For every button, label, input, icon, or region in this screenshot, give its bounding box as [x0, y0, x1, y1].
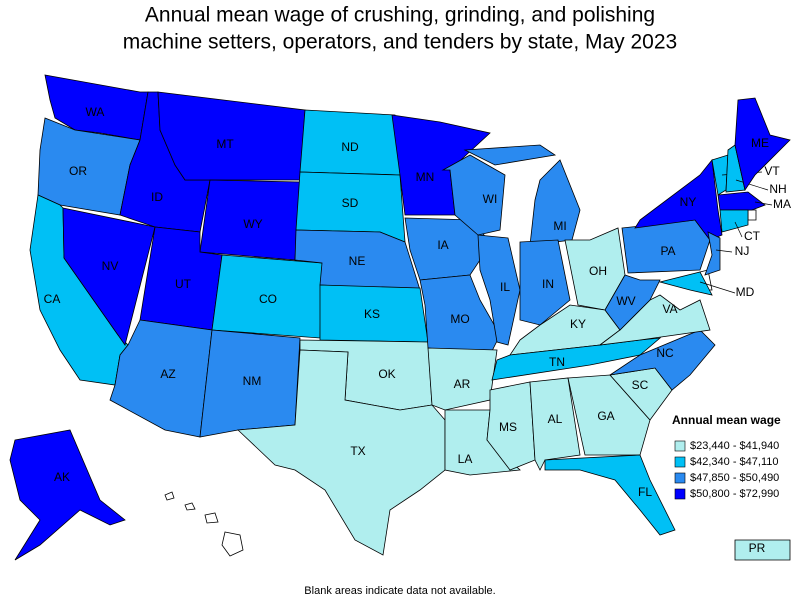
legend-label: $47,850 - $50,490	[690, 472, 779, 484]
leader-line	[754, 201, 773, 206]
leader-line	[715, 249, 733, 253]
state	[604, 274, 661, 331]
state-label: LA	[458, 452, 473, 466]
state	[719, 209, 749, 233]
legend-swatch	[674, 472, 686, 484]
state-label: NV	[102, 259, 119, 273]
state-label: VT	[764, 164, 780, 178]
leader-line	[734, 221, 743, 238]
legend-title: Annual mean wage	[672, 413, 781, 427]
state	[734, 97, 791, 192]
state-label: OH	[589, 264, 607, 278]
state	[463, 144, 557, 166]
state-label: WV	[616, 294, 635, 308]
state	[491, 337, 662, 381]
state-label: ME	[751, 136, 769, 150]
state-label: AL	[548, 412, 563, 426]
states: WA OR CA NV ID MT WY UT CO AZ NM ND SD NE KS OK TX MN IA MO…	[9, 74, 791, 561]
state	[704, 231, 721, 276]
state-label: IL	[500, 280, 510, 294]
state-label: TX	[350, 444, 365, 458]
state-label: KY	[570, 317, 586, 331]
state	[734, 539, 791, 561]
state-label: OR	[69, 164, 87, 178]
state-label: SC	[632, 378, 649, 392]
state-label: CA	[44, 292, 61, 306]
state-label: AR	[454, 377, 471, 391]
state	[567, 374, 651, 456]
state-label: PR	[749, 541, 766, 555]
state-label: TN	[549, 355, 565, 369]
state-label: NM	[243, 374, 262, 388]
state	[9, 429, 126, 561]
leader-line	[699, 281, 736, 294]
legend: $23,440 - $41,940 $42,340 - $47,110 $47,85…	[674, 440, 779, 500]
state-label: FL	[638, 485, 652, 499]
state-label: CO	[259, 292, 277, 306]
state-label: AZ	[160, 367, 175, 381]
blank-state	[747, 209, 757, 221]
state-label: NJ	[735, 244, 750, 258]
legend-swatch	[674, 488, 686, 500]
state-label: OK	[378, 367, 395, 381]
state-label: GA	[597, 409, 614, 423]
state	[544, 454, 676, 536]
footnote: Blank areas indicate data not available.	[304, 585, 495, 597]
state	[62, 207, 156, 346]
state-label: ND	[341, 140, 359, 154]
state-label: UT	[175, 277, 192, 291]
title-line: Annual mean wage of crushing, grinding, …	[145, 4, 655, 27]
state-label: MD	[736, 285, 755, 299]
state	[427, 347, 498, 411]
state-label: NH	[769, 182, 786, 196]
state-label: WI	[483, 192, 498, 206]
state	[634, 159, 723, 241]
state	[477, 234, 521, 346]
legend-label: $42,340 - $47,110	[690, 456, 778, 468]
state-label: MI	[553, 219, 566, 233]
state-label: PA	[660, 244, 675, 258]
state-label: NY	[680, 195, 697, 209]
state	[237, 349, 446, 556]
state-label: CT	[744, 229, 761, 243]
state	[658, 271, 713, 296]
legend-swatch	[674, 440, 686, 452]
legend-swatch	[674, 456, 686, 468]
state-label: IA	[437, 238, 448, 252]
state	[717, 191, 766, 211]
state	[441, 154, 506, 236]
state-label: AK	[54, 470, 70, 484]
state	[519, 239, 571, 326]
state-label: ID	[151, 190, 163, 204]
state-label: NC	[656, 346, 674, 360]
state-label: SD	[342, 196, 359, 210]
state	[419, 274, 501, 356]
state-label: MO	[450, 312, 469, 326]
leader-line	[735, 179, 769, 191]
state	[157, 91, 306, 181]
state-label: MN	[416, 170, 435, 184]
title-line: machine setters, operators, and tenders …	[123, 31, 677, 54]
state	[44, 74, 149, 141]
state-label: IN	[542, 277, 554, 291]
legend-label: $23,440 - $41,940	[690, 440, 779, 452]
state-label: NE	[349, 254, 366, 268]
legend-label: $50,800 - $72,990	[690, 488, 779, 500]
state-label: MA	[773, 197, 791, 211]
hawaii	[164, 491, 244, 557]
state-label: WA	[86, 105, 105, 119]
state-label: KS	[364, 307, 380, 321]
state-label: WY	[243, 217, 262, 231]
state-label: MT	[216, 137, 234, 151]
state-label: VA	[662, 302, 677, 316]
state-label: MS	[499, 420, 517, 434]
state	[609, 329, 716, 391]
